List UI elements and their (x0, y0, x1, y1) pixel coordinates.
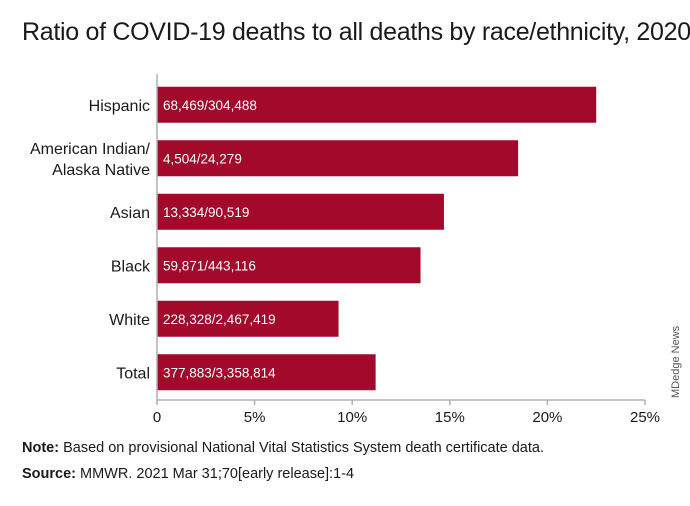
category-label: Black (111, 258, 151, 275)
x-tick-label: 0 (153, 409, 161, 426)
note-text: Based on provisional National Vital Stat… (59, 440, 544, 456)
chart-source: Source: MMWR. 2021 Mar 31;70[early relea… (22, 466, 354, 482)
bar (157, 86, 597, 123)
note-label: Note: (22, 440, 60, 456)
bar (157, 354, 376, 391)
x-tick-label: 10% (337, 409, 367, 426)
category-label: Total (116, 365, 150, 382)
bar-data-label: 13,334/90,519 (163, 205, 249, 220)
bar (157, 300, 339, 337)
source-label: Source: (22, 466, 76, 482)
bar-data-label: 377,883/3,358,814 (163, 365, 276, 380)
bar (157, 247, 421, 284)
credit-text: MDedge News (670, 325, 682, 398)
category-label: Hispanic (89, 98, 150, 115)
bar-data-label: 59,871/443,116 (163, 258, 256, 273)
source-text: MMWR. 2021 Mar 31;70[early release]:1-4 (76, 466, 355, 482)
bar (157, 140, 519, 177)
bar-data-label: 68,469/304,488 (163, 98, 257, 113)
category-label: Alaska Native (52, 162, 150, 179)
bar-data-label: 228,328/2,467,419 (163, 312, 276, 327)
x-tick-label: 25% (630, 409, 660, 426)
chart-title: Ratio of COVID-19 deaths to all deaths b… (22, 18, 690, 46)
x-tick-label: 5% (244, 409, 266, 426)
bar (157, 193, 444, 230)
category-label: American Indian/ (30, 141, 151, 158)
x-tick-label: 20% (532, 409, 562, 426)
category-label: Asian (110, 205, 150, 222)
x-tick-label: 15% (435, 409, 465, 426)
chart-note: Note: Based on provisional National Vita… (22, 440, 544, 456)
bar-data-label: 4,504/24,279 (163, 151, 242, 166)
category-label: White (109, 312, 150, 329)
